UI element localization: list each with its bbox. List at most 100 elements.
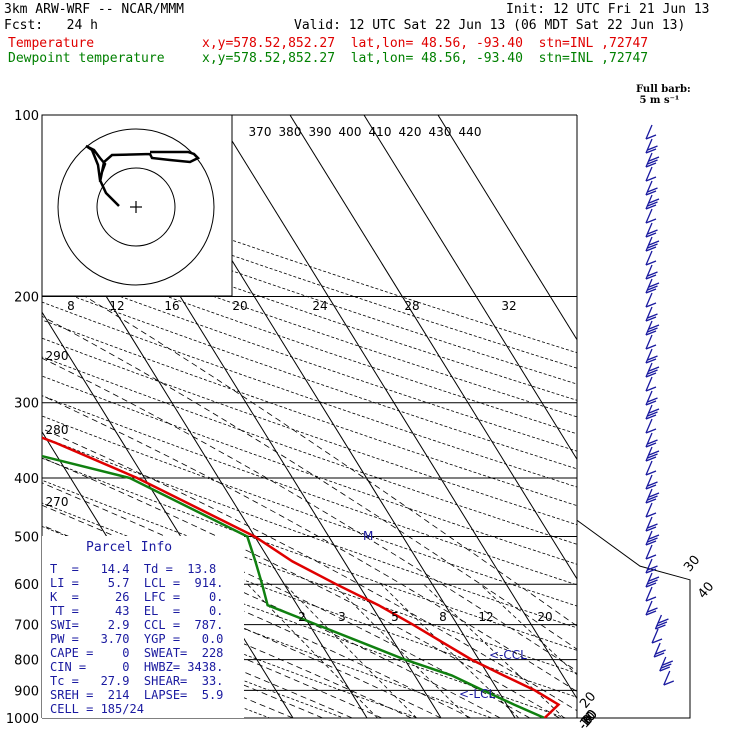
wind-barb: [645, 488, 653, 504]
wind-barb-flag: [647, 397, 658, 403]
wind-barb-flag: [659, 666, 671, 672]
wind-barb: [645, 404, 653, 420]
wind-barb-flag: [645, 274, 657, 280]
wind-barb-flag: [647, 579, 658, 585]
theta-label: 390: [309, 125, 332, 139]
dry-adiabat: [42, 267, 577, 452]
wind-barb-flag: [647, 229, 658, 235]
moist-adiabat: [42, 588, 353, 718]
moist-adiabat: [42, 457, 560, 718]
wind-barb: [645, 544, 653, 560]
wind-barb-flag: [647, 313, 658, 319]
wind-barb-flag: [645, 218, 657, 224]
mixing-ratio-line: [284, 583, 417, 718]
wetbulb-label: 24: [312, 299, 327, 313]
pressure-tick-label: 600: [14, 578, 39, 593]
dry-adiabat-label: 280: [46, 423, 69, 437]
wind-barb-flag: [647, 607, 658, 613]
wind-barb: [645, 586, 653, 602]
wind-barb-flag: [655, 649, 666, 655]
moist-adiabat: [42, 315, 577, 650]
wind-barb-flag: [648, 492, 660, 498]
wetbulb-label: 8: [67, 299, 75, 313]
wind-barb-flag: [647, 439, 658, 445]
wind-barb: [645, 138, 653, 154]
pressure-tick-label: 200: [14, 291, 39, 306]
wind-barb-flag: [647, 187, 658, 193]
wind-barb-flag: [648, 576, 660, 582]
mixing-ratio-label: 2: [298, 610, 306, 624]
dry-adiabat: [42, 337, 577, 526]
parcel-info-row: TT = 43 EL = 0.: [50, 604, 224, 618]
moist-adiabat: [42, 524, 471, 718]
wind-barb: [645, 334, 653, 350]
wind-barb-flag: [645, 442, 657, 448]
model-title: 3km ARW-WRF -- NCAR/MMM: [4, 2, 185, 17]
parcel-info-box: Parcel Info: [42, 536, 244, 718]
wind-barb-flag: [645, 512, 657, 518]
parcel-info-row: CELL = 185/24: [50, 702, 144, 716]
wetbulb-label: 32: [501, 299, 516, 313]
parcel-info-row: T = 14.4 Td = 13.8: [50, 562, 217, 576]
hodograph-ring: [96, 167, 176, 247]
wind-barb-flag: [645, 176, 657, 182]
wind-barb: [645, 166, 653, 182]
wind-barb: [645, 600, 653, 616]
dry-adiabat: [42, 479, 577, 674]
theta-label: 420: [399, 125, 422, 139]
wind-barb: [645, 460, 653, 476]
wind-barb-flag: [645, 162, 657, 168]
wind-barb-flag: [645, 414, 657, 420]
wind-barb-flag: [645, 540, 657, 546]
mixing-ratio-line: [247, 583, 378, 718]
wind-barb: [663, 670, 671, 686]
wind-barb: [645, 236, 653, 252]
dry-adiabat: [42, 356, 577, 545]
moist-adiabat: [42, 428, 577, 712]
parcel-info-row: LI = 5.7 LCL = 914.: [50, 576, 224, 590]
pressure-tick-label: 800: [14, 654, 39, 669]
wind-barb: [645, 348, 653, 364]
wind-barb-flag: [645, 568, 657, 574]
parcel-info-row: PW = 3.70 YGP = 0.0: [50, 632, 224, 646]
mixing-ratio-label: 5: [391, 610, 399, 624]
wind-barb-flag: [647, 453, 658, 459]
wind-barb: [645, 306, 653, 322]
wind-barb-flag: [645, 134, 657, 140]
wind-barb-flag: [662, 660, 674, 666]
wind-barb: [645, 516, 653, 532]
wind-barb: [645, 432, 653, 448]
dry-adiabat: [42, 203, 577, 385]
wind-barb-flag: [645, 358, 657, 364]
temperature-tick-label: 30: [681, 553, 703, 575]
wind-barb: [645, 124, 653, 140]
wind-barb-flag: [647, 495, 658, 501]
wind-barb-flag: [645, 456, 657, 462]
wind-barb-flag: [663, 680, 675, 686]
wind-barb-flag: [648, 156, 660, 162]
wind-barb: [645, 194, 653, 210]
isotherm-line: [437, 115, 577, 341]
forecast-label: Fcst: 24 h: [4, 18, 98, 33]
parcel-info-row: K = 26 LFC = 0.: [50, 590, 224, 604]
wind-barb-flag: [647, 285, 658, 291]
dry-adiabat: [42, 187, 577, 369]
wind-barb-flag: [648, 240, 660, 246]
lcl-marker: <-LCL: [459, 687, 495, 701]
theta-label: 380: [279, 125, 302, 139]
dry-adiabat-label: 290: [46, 349, 69, 363]
parcel-info-row: CAPE = 0 SWEAT= 228: [50, 646, 224, 660]
dew-location: x,y=578.52,852.27 lat,lon= 48.56, -93.40…: [202, 51, 649, 66]
wind-barb: [645, 292, 653, 308]
wind-barb-flag: [658, 618, 669, 624]
wind-barb: [645, 180, 653, 196]
wind-barb-flag: [647, 201, 658, 207]
moist-adiabat: [42, 558, 412, 718]
wetbulb-label: 20: [232, 299, 247, 313]
parcel-info-row: SREH = 214 LAPSE= 5.9: [50, 688, 224, 702]
temperature-trace: [42, 436, 561, 718]
wind-barb-flag: [647, 565, 658, 571]
wind-barb-flag: [645, 246, 657, 252]
wind-barb: [651, 628, 659, 644]
wind-barb: [645, 502, 653, 518]
